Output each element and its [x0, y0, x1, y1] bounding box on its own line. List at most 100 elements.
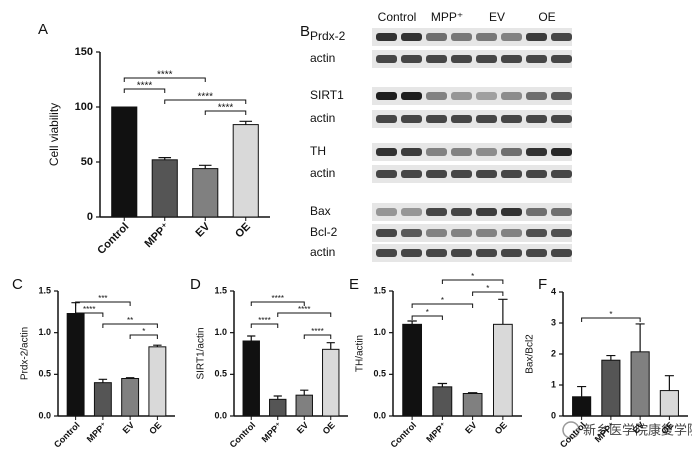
blot-band: [401, 148, 422, 156]
blot-band: [551, 92, 572, 100]
blot-band: [451, 249, 472, 257]
blot-band: [426, 115, 447, 123]
error-bar: [98, 378, 108, 383]
blot-row-label: Prdx-2: [310, 29, 346, 43]
y-axis-label: Cell viability: [47, 103, 61, 166]
x-tick-label: EV: [295, 420, 311, 436]
blot-band: [376, 249, 397, 257]
error-bar: [247, 335, 256, 341]
significance-label: ****: [218, 103, 234, 114]
blot-column-label: OE: [538, 10, 555, 24]
panel-label: F: [538, 276, 547, 293]
bar: [151, 159, 178, 218]
blot-band: [476, 208, 497, 216]
bar: [111, 106, 138, 218]
x-tick-label: Control: [52, 420, 82, 450]
error-bar: [153, 344, 162, 347]
bar: [269, 398, 287, 417]
y-tick-label: 1.0: [373, 327, 386, 337]
bar: [192, 168, 219, 218]
blot-column-label: MPP⁺: [431, 10, 463, 24]
significance-bracket: [472, 291, 504, 296]
blot-band: [551, 115, 572, 123]
error-bar: [606, 354, 616, 361]
blot-band: [426, 208, 447, 216]
significance-bracket: [411, 315, 443, 320]
blot-row-label: actin: [310, 166, 335, 180]
blot-band: [476, 115, 497, 123]
blot-band: [551, 229, 572, 237]
blot-band: [551, 208, 572, 216]
bar: [242, 340, 260, 417]
blot-band: [526, 249, 547, 257]
error-bar: [125, 377, 135, 379]
blot-band: [526, 208, 547, 216]
blot-band: [501, 249, 522, 257]
error-bar: [467, 392, 478, 394]
panel-label: A: [38, 21, 48, 38]
x-tick-label: Control: [389, 420, 419, 450]
blot-band: [526, 170, 547, 178]
bar: [659, 390, 679, 417]
significance-bracket: [164, 99, 247, 104]
blot-band: [526, 115, 547, 123]
significance-label: *: [486, 284, 489, 293]
blot-band: [451, 208, 472, 216]
blot-row-label: actin: [310, 111, 335, 125]
significance-label: *: [471, 272, 474, 281]
significance-label: ****: [272, 294, 284, 303]
blot-column-label: Control: [378, 10, 417, 24]
x-tick-label: EV: [121, 420, 137, 436]
watermark: 新乡医学院康复学院: [562, 421, 692, 439]
bar: [295, 394, 313, 417]
significance-label: ****: [311, 327, 323, 336]
blot-band: [476, 55, 497, 63]
significance-label: *: [609, 310, 612, 319]
significance-label: ****: [258, 316, 270, 325]
significance-label: ****: [157, 70, 173, 81]
blot-band: [376, 115, 397, 123]
significance-label: ****: [137, 81, 153, 92]
significance-label: ****: [83, 305, 95, 314]
significance-bracket: [277, 312, 332, 317]
bar: [66, 313, 85, 417]
y-tick-label: 0.0: [373, 410, 386, 420]
blot-band: [501, 148, 522, 156]
y-tick-label: 3: [551, 317, 556, 327]
significance-label: *: [142, 327, 145, 336]
y-tick-label: 0: [551, 410, 556, 420]
y-tick-label: 0.0: [214, 410, 227, 420]
x-tick-label: MPP⁺: [142, 221, 172, 251]
error-bar: [300, 389, 309, 396]
y-tick-label: 1.5: [214, 285, 227, 295]
significance-label: **: [127, 316, 133, 325]
y-tick-label: 2: [551, 348, 556, 358]
blot-band: [451, 92, 472, 100]
bar: [402, 323, 423, 417]
y-axis-label: Bax/Bcl2: [525, 334, 536, 374]
blot-band: [526, 33, 547, 41]
significance-bracket: [204, 110, 247, 115]
blot-band: [401, 249, 422, 257]
blot-band: [476, 249, 497, 257]
significance-bracket: [123, 88, 166, 93]
blot-band: [376, 92, 397, 100]
blot-band: [551, 55, 572, 63]
significance-bracket: [411, 303, 474, 308]
blot-band: [501, 92, 522, 100]
blot-band: [401, 208, 422, 216]
x-tick-label: MPP⁺: [260, 420, 284, 444]
blot-band: [476, 170, 497, 178]
blot-band: [476, 148, 497, 156]
blot-band: [501, 170, 522, 178]
blot-row-label: actin: [310, 245, 335, 259]
blot-band: [376, 170, 397, 178]
error-bar: [407, 320, 417, 325]
blot-row-label: Bax: [310, 204, 331, 218]
x-tick-label: OE: [233, 221, 253, 241]
blot-band: [501, 33, 522, 41]
error-bar: [635, 323, 645, 352]
error-bar: [326, 342, 335, 350]
y-tick-label: 0.5: [373, 369, 386, 379]
